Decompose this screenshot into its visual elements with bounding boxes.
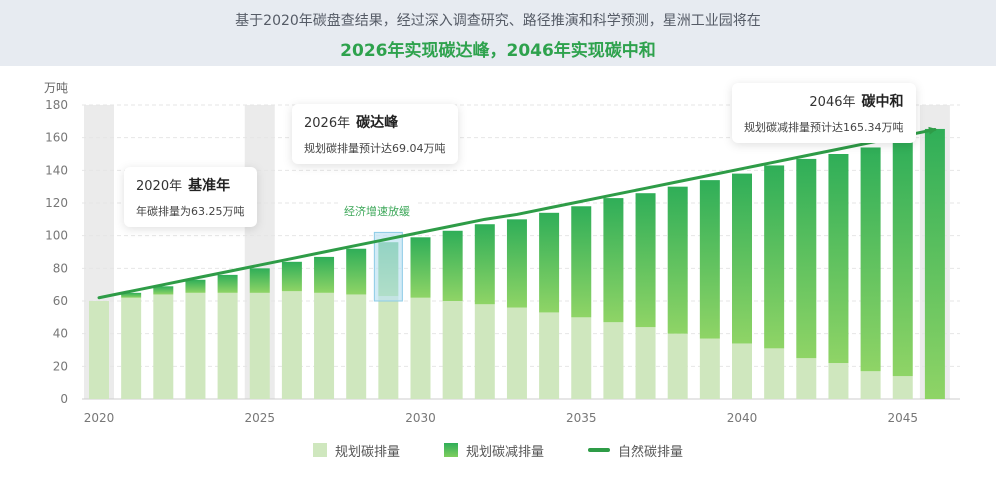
bar-plan-2034 bbox=[539, 312, 560, 399]
callout-carbon-neutral: 2046年 碳中和 规划碳减排量预计达165.34万吨 bbox=[732, 83, 916, 143]
bar-plan-2037 bbox=[635, 327, 656, 399]
bar-reduce-2031 bbox=[442, 230, 463, 301]
y-tick-label: 60 bbox=[53, 294, 68, 308]
bar-reduce-2027 bbox=[314, 256, 335, 293]
bar-plan-2041 bbox=[764, 348, 785, 399]
chart-header: 基于2020年碳盘查结果，经过深入调查研究、路径推演和科学预测，星洲工业园将在 … bbox=[0, 0, 996, 66]
bar-reduce-2042 bbox=[796, 158, 817, 359]
x-tick-label: 2020 bbox=[84, 411, 115, 425]
bar-plan-2044 bbox=[860, 371, 881, 399]
bar-plan-2031 bbox=[442, 301, 463, 399]
bar-reduce-2030 bbox=[410, 237, 431, 298]
bar-reduce-2034 bbox=[539, 212, 560, 313]
y-tick-label: 140 bbox=[45, 163, 68, 177]
callout-name: 碳中和 bbox=[861, 94, 904, 110]
bar-plan-2033 bbox=[506, 307, 527, 399]
bar-plan-2020 bbox=[89, 301, 109, 399]
bar-reduce-2026 bbox=[281, 261, 302, 292]
slowdown-annotation: 经济增速放缓 bbox=[338, 201, 416, 221]
bar-reduce-2038 bbox=[667, 186, 688, 334]
legend-swatch-reduce bbox=[443, 443, 458, 457]
x-tick-label: 2025 bbox=[244, 411, 275, 425]
legend-label-plan: 规划碳排量 bbox=[334, 444, 400, 460]
bar-reduce-2032 bbox=[474, 224, 495, 305]
bar-plan-2040 bbox=[732, 343, 752, 399]
y-axis-label: 万吨 bbox=[44, 81, 68, 95]
chart-subtitle: 基于2020年碳盘查结果，经过深入调查研究、路径推演和科学预测，星洲工业园将在 bbox=[235, 13, 761, 29]
bar-plan-2022 bbox=[153, 294, 174, 399]
y-tick-label: 20 bbox=[53, 359, 68, 373]
legend-swatch-line bbox=[588, 448, 610, 452]
x-tick-label: 2030 bbox=[405, 411, 436, 425]
bar-reduce-2039 bbox=[699, 180, 720, 339]
bar-plan-2023 bbox=[185, 292, 206, 399]
y-tick-label: 120 bbox=[45, 196, 68, 210]
y-tick-label: 160 bbox=[45, 131, 68, 145]
bar-plan-2028 bbox=[346, 294, 367, 399]
bar-reduce-2044 bbox=[860, 147, 881, 372]
legend-label-reduce: 规划碳减排量 bbox=[465, 444, 544, 460]
bar-plan-2035 bbox=[571, 317, 592, 399]
bar-reduce-2046 bbox=[924, 128, 945, 399]
x-tick-label: 2040 bbox=[727, 411, 758, 425]
bar-plan-2038 bbox=[667, 333, 688, 399]
callout-name: 碳达峰 bbox=[356, 115, 399, 131]
y-tick-label: 180 bbox=[45, 98, 68, 112]
callout-baseline-year: 2020年 基准年 年碳排量为63.25万吨 bbox=[124, 167, 257, 227]
callout-desc: 年碳排量为63.25万吨 bbox=[136, 205, 245, 218]
bar-plan-2029 bbox=[378, 296, 399, 399]
y-tick-label: 80 bbox=[53, 261, 68, 275]
x-tick-label: 2035 bbox=[566, 411, 597, 425]
bar-plan-2030 bbox=[410, 297, 431, 399]
y-tick-label: 0 bbox=[60, 392, 68, 406]
bar-reduce-2040 bbox=[732, 173, 752, 344]
bar-reduce-2036 bbox=[603, 198, 624, 323]
bar-reduce-2025 bbox=[249, 268, 270, 293]
bar-plan-2024 bbox=[217, 292, 238, 399]
bar-plan-2042 bbox=[796, 358, 817, 399]
legend-item-plan: 规划碳排量 bbox=[312, 441, 400, 460]
bar-reduce-2037 bbox=[635, 193, 656, 328]
bar-reduce-2043 bbox=[828, 154, 849, 364]
bar-reduce-2035 bbox=[571, 206, 592, 318]
bar-reduce-2041 bbox=[764, 165, 785, 349]
chart-title: 2026年实现碳达峰，2046年实现碳中和 bbox=[340, 41, 656, 61]
bar-plan-2021 bbox=[121, 297, 142, 399]
bar-reduce-2045 bbox=[892, 140, 913, 377]
x-tick-label: 2045 bbox=[887, 411, 918, 425]
bars bbox=[89, 128, 945, 399]
callout-year: 2020年 bbox=[136, 179, 183, 194]
bar-plan-2036 bbox=[603, 322, 624, 399]
callout-desc: 规划碳排量预计达69.04万吨 bbox=[304, 142, 446, 155]
bar-reduce-2024 bbox=[217, 274, 238, 293]
callout-name: 基准年 bbox=[188, 178, 231, 194]
bar-plan-2025 bbox=[249, 292, 270, 399]
legend: 规划碳排量 规划碳减排量 自然碳排量 bbox=[0, 438, 996, 462]
bar-plan-2039 bbox=[699, 338, 720, 399]
bar-plan-2027 bbox=[314, 292, 335, 399]
legend-swatch-plan bbox=[312, 443, 327, 457]
bar-reduce-2028 bbox=[346, 248, 367, 295]
bar-plan-2045 bbox=[892, 376, 913, 399]
legend-label-line: 自然碳排量 bbox=[618, 444, 684, 460]
legend-item-reduce: 规划碳减排量 bbox=[443, 441, 544, 460]
callout-year: 2026年 bbox=[304, 116, 351, 131]
line-natural-emission bbox=[97, 126, 937, 300]
callout-year: 2046年 bbox=[809, 95, 856, 110]
bar-reduce-2023 bbox=[185, 279, 206, 293]
bar-plan-2026 bbox=[281, 291, 302, 399]
bar-reduce-2033 bbox=[506, 219, 527, 308]
callout-desc: 规划碳减排量预计达165.34万吨 bbox=[744, 121, 904, 134]
bar-plan-2032 bbox=[474, 304, 495, 399]
bar-plan-2043 bbox=[828, 363, 849, 399]
legend-item-line: 自然碳排量 bbox=[588, 441, 683, 460]
callout-carbon-peak: 2026年 碳达峰 规划碳排量预计达69.04万吨 bbox=[292, 104, 458, 164]
y-tick-label: 100 bbox=[45, 229, 68, 243]
slowdown-highlight-box bbox=[373, 231, 403, 302]
y-tick-label: 40 bbox=[53, 327, 68, 341]
bar-reduce-2021 bbox=[121, 292, 142, 298]
bar-reduce-2022 bbox=[153, 286, 174, 295]
natural-emission-line bbox=[97, 126, 937, 300]
